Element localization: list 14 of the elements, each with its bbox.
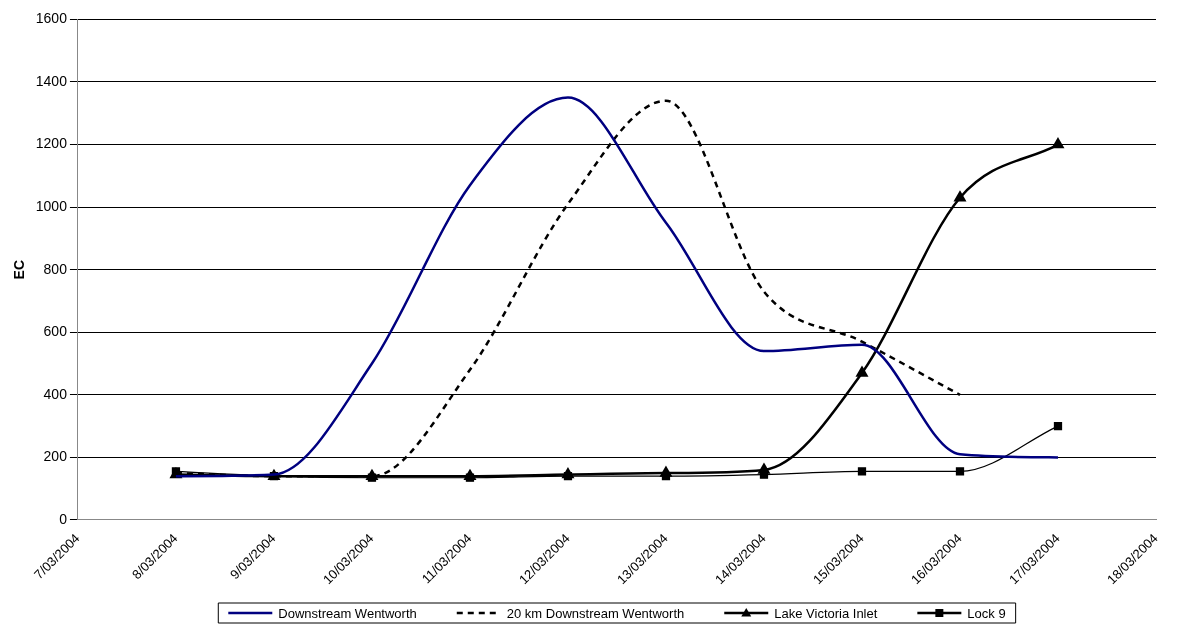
legend-label: 20 km Downstream Wentworth (506, 605, 685, 621)
legend-label: Lock 9 (967, 605, 1006, 621)
legend-label: Downstream Wentworth (278, 605, 417, 621)
y-tick-label: 400 (43, 385, 68, 402)
y-tick-label: 1000 (35, 197, 68, 214)
y-axis-title: EC (11, 259, 28, 280)
y-tick-label: 1600 (35, 10, 68, 27)
y-tick-label: 1200 (35, 135, 68, 152)
y-tick-label: 200 (43, 448, 68, 465)
y-tick-label: 1400 (35, 72, 68, 89)
y-tick-label: 800 (43, 260, 68, 277)
y-tick-label: 600 (43, 323, 68, 340)
legend-label: Lake Victoria Inlet (774, 605, 878, 621)
y-tick-label: 0 (59, 510, 68, 527)
